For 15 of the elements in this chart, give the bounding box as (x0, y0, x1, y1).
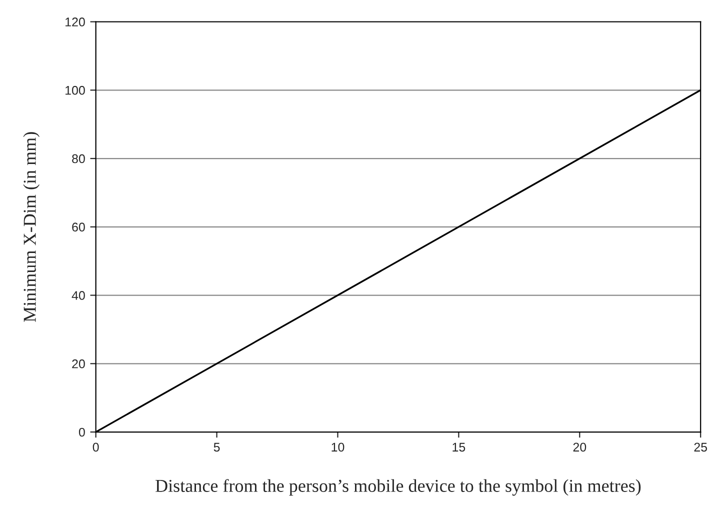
y-tick-label: 60 (72, 222, 85, 232)
y-tick-label: 40 (72, 291, 85, 300)
y-tick-label: 20 (72, 359, 85, 368)
x-tick-label: 0 (92, 442, 99, 452)
x-tick-label: 20 (573, 442, 586, 452)
y-tick-label: 80 (72, 154, 85, 164)
x-tick-label: 10 (332, 442, 344, 452)
x-tick-label: 5 (214, 442, 220, 452)
x-tick-label: 25 (694, 442, 708, 452)
x-tick-label: 15 (452, 442, 466, 452)
y-axis-title: Minimum X-Dim (in mm) (23, 132, 40, 322)
x-axis-title: Distance from the person’s mobile device to the symbol (in metres) (156, 479, 641, 496)
y-tick-label: 120 (66, 18, 85, 26)
y-tick-label: 100 (66, 86, 85, 95)
y-tick-label: 0 (78, 428, 85, 437)
